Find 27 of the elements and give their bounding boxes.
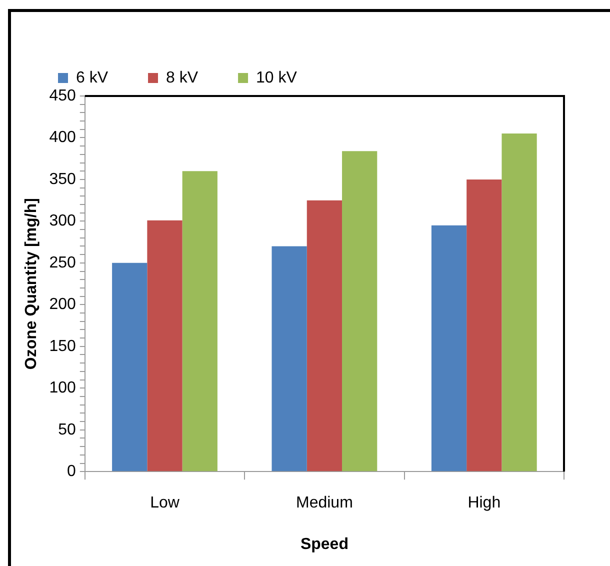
- bar: [502, 134, 537, 472]
- y-tick-label: 250: [49, 254, 76, 272]
- x-tick-label: Medium: [296, 494, 353, 512]
- y-axis-title: Ozone Quantity [mg/h]: [23, 198, 40, 370]
- x-tick-label: Low: [150, 494, 180, 512]
- bar: [272, 246, 307, 472]
- bar: [466, 179, 502, 472]
- bar: [112, 262, 148, 472]
- x-tick-label: High: [468, 494, 501, 512]
- y-tick-label: 50: [58, 421, 76, 438]
- y-tick-label: 450: [49, 87, 76, 104]
- legend-label: 6 kV: [76, 69, 108, 86]
- legend-label: 8 kV: [166, 69, 198, 86]
- x-axis-title: Speed: [300, 536, 348, 553]
- y-tick-label: 400: [49, 129, 76, 146]
- bar: [342, 151, 378, 472]
- y-tick-label: 300: [49, 212, 76, 230]
- y-tick-label: 200: [49, 296, 76, 314]
- bar: [182, 171, 218, 472]
- y-tick-label: 100: [49, 380, 76, 397]
- y-tick-label: 350: [49, 170, 76, 188]
- bar: [306, 200, 342, 472]
- y-tick-label: 0: [66, 463, 76, 480]
- bar: [431, 225, 467, 472]
- bar: [147, 220, 182, 472]
- y-tick-label: 150: [49, 338, 76, 355]
- legend-label: 10 kV: [256, 69, 298, 86]
